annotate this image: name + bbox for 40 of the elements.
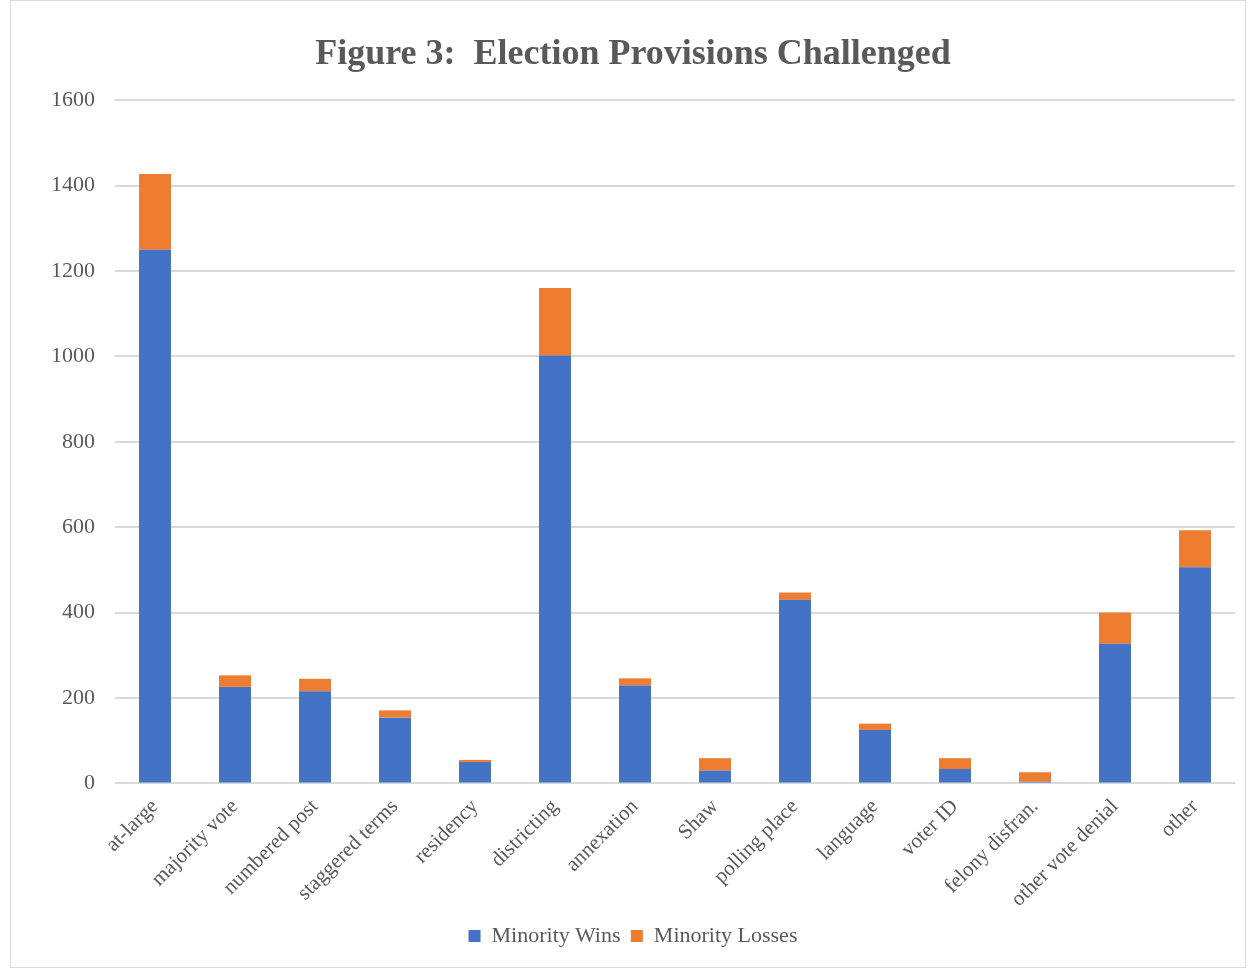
legend-label: Minority Losses: [653, 921, 798, 947]
bar: [1099, 643, 1131, 783]
bar: [299, 691, 331, 783]
bar: [379, 710, 411, 718]
y-tick-label: 1400: [51, 171, 95, 197]
bar: [699, 758, 731, 771]
y-tick-label: 400: [62, 598, 95, 624]
chart-title: Figure 3: Election Provisions Challenged: [315, 31, 951, 72]
bar: [699, 770, 731, 783]
y-tick-label: 800: [62, 427, 95, 453]
bar: [859, 730, 891, 783]
bar: [379, 717, 411, 783]
bar: [779, 599, 811, 783]
bar: [539, 288, 571, 356]
bar: [539, 355, 571, 783]
y-tick-label: 1000: [51, 342, 95, 368]
bar: [459, 759, 491, 763]
bar: [859, 723, 891, 731]
bar: [139, 174, 171, 250]
y-tick-label: 0: [84, 769, 95, 795]
bar: [219, 675, 251, 687]
y-tick-label: 1600: [51, 85, 95, 111]
x-tick-label: voter ID: [895, 793, 963, 861]
bar: [1179, 530, 1211, 568]
bar: [1099, 612, 1131, 644]
bar: [939, 758, 971, 769]
bar: [619, 678, 651, 686]
bar: [619, 685, 651, 783]
bar: [139, 249, 171, 783]
y-tick-label: 600: [62, 512, 95, 538]
bar: [1179, 567, 1211, 783]
bar: [939, 768, 971, 783]
bar: [459, 762, 491, 783]
bar: [1019, 772, 1051, 782]
bar: [299, 678, 331, 692]
y-tick-label: 200: [62, 683, 95, 709]
legend-label: Minority Wins: [491, 921, 621, 947]
bar: [779, 592, 811, 600]
bar: [219, 686, 251, 783]
y-tick-label: 1200: [51, 256, 95, 282]
